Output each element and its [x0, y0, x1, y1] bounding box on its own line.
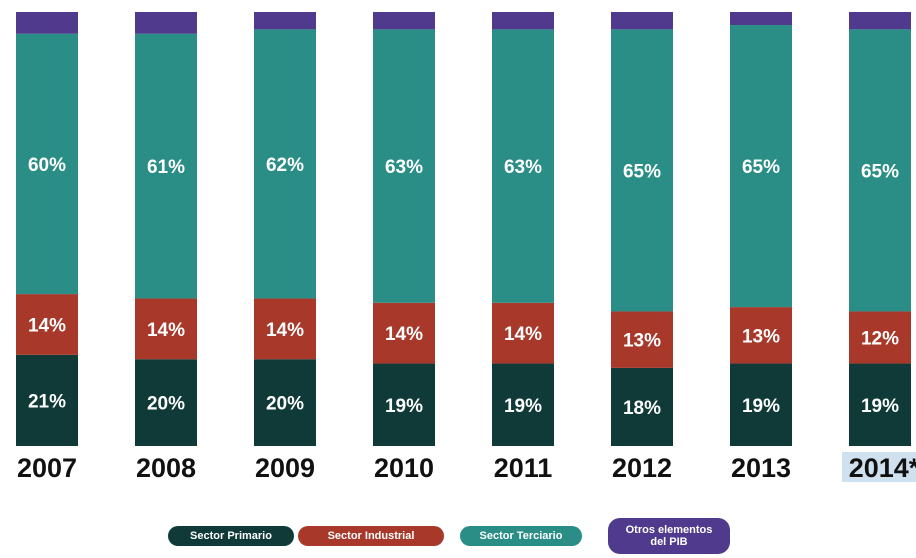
data-label-sector-industrial-2007: 14%: [28, 315, 66, 336]
data-label-sector-industrial-2014: 12%: [861, 329, 899, 350]
bar-sector-primario-2009: [254, 359, 316, 446]
bar-sector-industrial-2011: [492, 302, 554, 364]
data-label-sector-industrial-2009: 14%: [266, 320, 304, 341]
bar-sector-industrial-2007: [16, 294, 78, 355]
data-label-sector-primario-2010: 19%: [385, 396, 423, 417]
bar-sector-industrial-2014: [849, 311, 911, 364]
data-label-sector-terciario-2011: 63%: [504, 157, 542, 178]
data-label-sector-industrial-2012: 13%: [623, 331, 661, 352]
bar-sector-primario-2011: [492, 363, 554, 446]
bar-sector-primario-2008: [135, 359, 197, 446]
data-label-sector-primario-2012: 18%: [623, 398, 661, 419]
data-label-sector-primario-2008: 20%: [147, 394, 185, 415]
category-label-2012: 2012: [612, 453, 672, 483]
category-label-2009: 2009: [255, 453, 315, 483]
bar-sector-primario-2012: [611, 367, 673, 446]
data-label-sector-terciario-2009: 62%: [266, 155, 304, 176]
bar-sector-primario-2013: [730, 363, 792, 446]
category-label-2011: 2011: [494, 453, 553, 483]
legend: Sector Primario Sector Industrial Sector…: [0, 518, 916, 558]
bar-otros-elementos-del-pib-2008: [135, 12, 197, 34]
legend-item-sector-primario: Sector Primario: [168, 526, 294, 546]
bar-otros-elementos-del-pib-2012: [611, 12, 673, 30]
bar-sector-terciario-2010: [373, 29, 435, 303]
bar-sector-terciario-2009: [254, 29, 316, 299]
bar-otros-elementos-del-pib-2014: [849, 12, 911, 30]
data-label-sector-industrial-2011: 14%: [504, 324, 542, 345]
data-label-sector-terciario-2008: 61%: [147, 157, 185, 178]
data-label-sector-terciario-2013: 65%: [742, 157, 780, 178]
bar-sector-primario-2010: [373, 363, 435, 446]
category-label-2008: 2008: [136, 453, 196, 483]
data-label-sector-primario-2013: 19%: [742, 396, 780, 417]
bar-sector-industrial-2009: [254, 298, 316, 360]
category-label-2013: 2013: [731, 453, 791, 483]
category-highlight-2014: [842, 452, 916, 482]
bar-sector-industrial-2008: [135, 298, 197, 360]
legend-label-sector-primario: Sector Primario: [190, 530, 272, 542]
data-label-sector-terciario-2007: 60%: [28, 155, 66, 176]
legend-label-sector-industrial: Sector Industrial: [327, 530, 415, 542]
bar-sector-terciario-2011: [492, 29, 554, 303]
bar-otros-elementos-del-pib-2009: [254, 12, 316, 30]
data-label-sector-primario-2009: 20%: [266, 394, 304, 415]
data-label-sector-primario-2011: 19%: [504, 396, 542, 417]
data-label-sector-terciario-2014: 65%: [861, 161, 899, 182]
bar-otros-elementos-del-pib-2010: [373, 12, 435, 30]
bar-sector-terciario-2012: [611, 29, 673, 312]
legend-label-sector-terciario: Sector Terciario: [479, 530, 563, 542]
bar-otros-elementos-del-pib-2013: [730, 12, 792, 26]
data-label-sector-primario-2007: 21%: [28, 391, 66, 412]
category-label-2007: 2007: [17, 453, 77, 483]
bar-sector-primario-2014: [849, 363, 911, 446]
bar-sector-terciario-2013: [730, 25, 792, 308]
stacked-bar-chart: 21% 14% 60% 2007 20% 14% 61% 2008 20% 14% 62% 2009 1…: [16, 12, 916, 483]
bar-sector-primario-2007: [16, 354, 78, 446]
legend-label-otros-line2: del PIB: [650, 536, 688, 548]
data-label-sector-terciario-2012: 65%: [623, 161, 661, 182]
bar-otros-elementos-del-pib-2011: [492, 12, 554, 30]
data-label-sector-industrial-2010: 14%: [385, 324, 423, 345]
legend-item-sector-terciario: Sector Terciario: [460, 526, 582, 546]
bar-sector-terciario-2008: [135, 33, 197, 299]
data-label-sector-industrial-2013: 13%: [742, 326, 780, 347]
data-label-sector-industrial-2008: 14%: [147, 320, 185, 341]
legend-item-otros-elementos: Otros elementos del PIB: [608, 518, 730, 554]
category-label-2010: 2010: [374, 453, 434, 483]
data-label-sector-terciario-2010: 63%: [385, 157, 423, 178]
legend-item-sector-industrial: Sector Industrial: [298, 526, 444, 546]
data-label-sector-primario-2014: 19%: [861, 396, 899, 417]
bar-sector-terciario-2007: [16, 33, 78, 295]
bar-sector-industrial-2013: [730, 307, 792, 364]
bar-sector-industrial-2012: [611, 311, 673, 368]
legend-label-otros-line1: Otros elementos: [625, 524, 713, 536]
bar-otros-elementos-del-pib-2007: [16, 12, 78, 34]
category-label-2014: 2014*: [849, 453, 916, 483]
bar-sector-terciario-2014: [849, 29, 911, 312]
bar-sector-industrial-2010: [373, 302, 435, 364]
